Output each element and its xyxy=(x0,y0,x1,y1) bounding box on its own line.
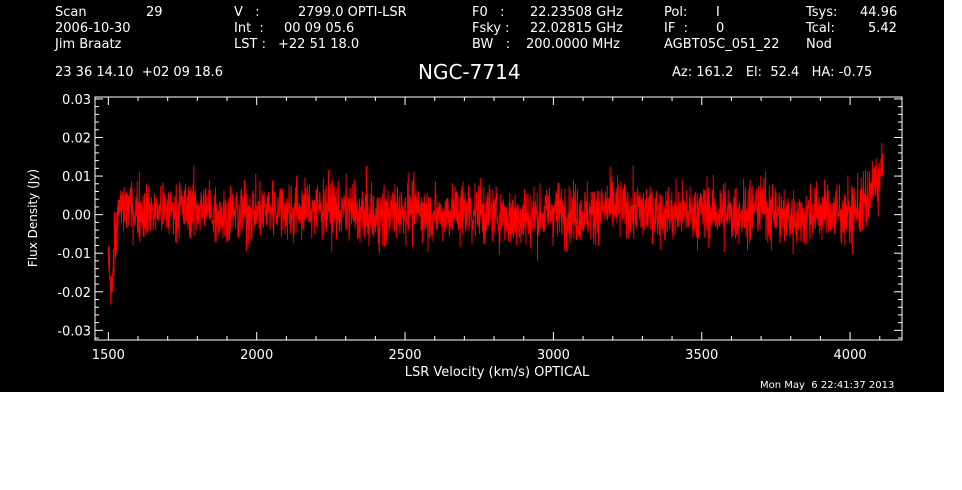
observer-name: Jim Braatz xyxy=(55,37,122,52)
bandwidth-value: 200.0000 MHz xyxy=(526,37,620,52)
bandwidth-label: BW : xyxy=(472,37,511,52)
rest-frequency-value: 22.23508 GHz xyxy=(530,5,623,20)
polarization-value: I xyxy=(716,5,720,20)
spectrum-panel xyxy=(0,0,944,392)
x-tick-label: 3500 xyxy=(685,348,718,363)
y-tick-label: 0.03 xyxy=(62,93,91,108)
scan-label: Scan xyxy=(55,5,87,20)
x-tick-label: 3000 xyxy=(537,348,570,363)
pointing-info: Az: 161.2 El: 52.4 HA: -0.75 xyxy=(672,65,873,80)
source-coordinates: 23 36 14.10 +02 09 18.6 xyxy=(55,65,224,80)
lst-label: LST : xyxy=(234,37,266,52)
integration-label: Int : xyxy=(234,21,264,36)
integration-value: 00 09 05.6 xyxy=(284,21,355,36)
plot-frame xyxy=(94,96,903,341)
spectrum-trace-group xyxy=(107,142,884,305)
x-tick-label: 1500 xyxy=(92,348,125,363)
y-axis-label: Flux Density (Jy) xyxy=(26,169,40,267)
polarization-label: Pol: xyxy=(664,5,688,20)
plot-timestamp: Mon May 6 22:41:37 2013 xyxy=(760,380,895,391)
if-label: IF : xyxy=(664,21,688,36)
axes-group: 1500 2000 2500 3000 3500 4000 -0.03 -0.02 -0.01 0… xyxy=(57,93,902,363)
x-axis-label: LSR Velocity (km/s) OPTICAL xyxy=(405,365,590,380)
y-tick-label: 0.00 xyxy=(62,209,91,224)
lst-value: +22 51 18.0 xyxy=(278,37,360,52)
chart-title: NGC-7714 xyxy=(418,60,521,84)
y-tick-label: -0.02 xyxy=(57,286,91,301)
velocity-value: 2799.0 OPTI-LSR xyxy=(298,5,407,20)
switching-mode: Nod xyxy=(806,37,832,52)
project-id: AGBT05C_051_22 xyxy=(664,37,780,52)
velocity-label: V : xyxy=(234,5,260,20)
if-value: 0 xyxy=(716,21,725,36)
y-tick-label: 0.01 xyxy=(62,170,91,185)
y-tick-label: -0.03 xyxy=(57,324,91,339)
observation-date: 2006-10-30 xyxy=(55,21,131,36)
sky-frequency-label: Fsky : xyxy=(472,21,510,36)
spectrum-chart: 1500 2000 2500 3000 3500 4000 -0.03 -0.02 -0.01 0… xyxy=(26,93,903,380)
rest-frequency-label: F0 : xyxy=(472,5,505,20)
tsys-value: 44.96 xyxy=(860,5,898,20)
x-tick-label: 4000 xyxy=(834,348,867,363)
scan-value: 29 xyxy=(146,5,163,20)
spectrum-line xyxy=(107,142,884,305)
x-tick-label: 2500 xyxy=(388,348,421,363)
y-tick-label: 0.02 xyxy=(62,132,91,147)
sky-frequency-value: 22.02815 GHz xyxy=(530,21,623,36)
x-tick-label: 2000 xyxy=(240,348,273,363)
tsys-label: Tsys: xyxy=(806,5,838,20)
tcal-label: Tcal: xyxy=(806,21,835,36)
tcal-value: 5.42 xyxy=(868,21,897,36)
y-tick-label: -0.01 xyxy=(57,247,91,262)
